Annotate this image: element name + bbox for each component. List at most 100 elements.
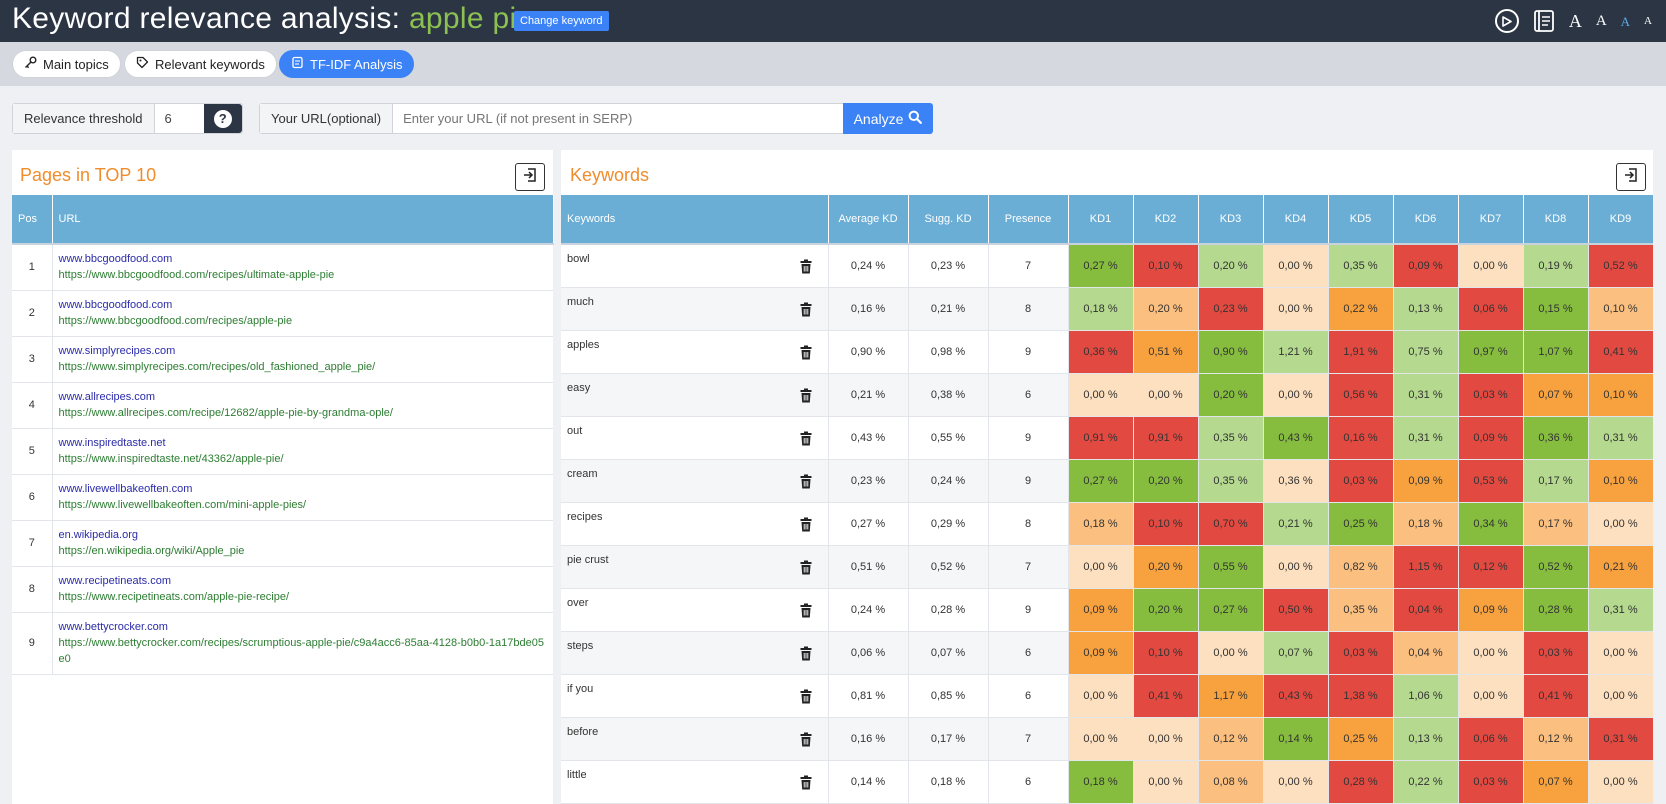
url-link[interactable]: https://www.bbcgoodfood.com/recipes/ulti… xyxy=(58,269,335,282)
url-label: Your URL(optional) xyxy=(260,104,394,133)
table-row: little 0,14 % 0,18 % 6 0,18 % 0,00 % 0,08 % 0,0… xyxy=(561,760,1653,804)
trash-icon[interactable] xyxy=(800,345,812,360)
trash-icon[interactable] xyxy=(800,259,812,274)
pages-table: Pos URL 1 www.bbcgoodfood.com https://www.… xyxy=(12,195,554,675)
keyword-cell: cream xyxy=(561,459,829,503)
table-row: if you 0,81 % 0,85 % 6 0,00 % 0,41 % 1,17 % 0,4… xyxy=(561,674,1653,718)
kd6-cell: 0,04 % xyxy=(1393,588,1459,632)
relevance-threshold-input[interactable] xyxy=(154,104,204,133)
export-keywords-button[interactable] xyxy=(1616,163,1646,191)
url-link[interactable]: https://www.allrecipes.com/recipe/12682/… xyxy=(58,407,393,419)
help-button[interactable]: ? xyxy=(203,104,242,133)
kd3-cell: 0,23 % xyxy=(1198,287,1264,331)
pages-panel-title: Pages in TOP 10 xyxy=(20,165,157,185)
domain-link[interactable]: www.bbcgoodfood.com xyxy=(58,299,173,311)
kd8-cell: 0,12 % xyxy=(1523,717,1589,761)
kd1-cell: 0,36 % xyxy=(1068,330,1134,374)
trash-icon[interactable] xyxy=(800,646,812,661)
change-keyword-button[interactable]: Change keyword xyxy=(514,11,609,31)
keyword-text: recipes xyxy=(567,510,603,523)
domain-link[interactable]: www.simplyrecipes.com xyxy=(58,345,176,357)
domain-link[interactable]: www.inspiredtaste.net xyxy=(58,437,166,449)
column-header-kd8[interactable]: KD8 xyxy=(1523,195,1589,245)
kd2-cell: 0,41 % xyxy=(1133,674,1199,718)
column-header-kd7[interactable]: KD7 xyxy=(1458,195,1524,245)
trash-icon[interactable] xyxy=(800,732,812,747)
url-link[interactable]: https://en.wikipedia.org/wiki/Apple_pie xyxy=(58,545,245,557)
domain-link[interactable]: www.livewellbakeoften.com xyxy=(58,483,193,495)
url-link[interactable]: https://www.livewellbakeoften.com/mini-a… xyxy=(58,499,307,511)
trash-icon[interactable] xyxy=(800,560,812,575)
kd2-cell: 0,20 % xyxy=(1133,459,1199,503)
column-header-presence[interactable]: Presence xyxy=(988,195,1069,245)
trash-icon[interactable] xyxy=(800,388,812,403)
sugg-kd-cell: 0,07 % xyxy=(908,631,989,675)
sugg-kd-cell: 0,98 % xyxy=(908,330,989,374)
kd7-cell: 0,34 % xyxy=(1458,502,1524,546)
tab-relevant-keywords[interactable]: Relevant keywords xyxy=(124,50,277,78)
domain-link[interactable]: www.bbcgoodfood.com xyxy=(58,253,173,266)
domain-link[interactable]: en.wikipedia.org xyxy=(58,529,139,541)
kd7-cell: 0,12 % xyxy=(1458,545,1524,589)
font-size-xlarge-button[interactable]: A xyxy=(1568,11,1582,31)
kd6-cell: 0,09 % xyxy=(1393,244,1459,288)
table-row: 4 www.allrecipes.com https://www.allrecipe… xyxy=(12,382,553,429)
domain-link[interactable]: www.allrecipes.com xyxy=(58,391,156,403)
url-input[interactable] xyxy=(393,104,843,133)
trash-icon[interactable] xyxy=(800,603,812,618)
kd3-cell: 0,35 % xyxy=(1198,416,1264,460)
url-link[interactable]: https://www.simplyrecipes.com/recipes/ol… xyxy=(58,361,376,373)
tab-main-topics[interactable]: Main topics xyxy=(12,50,121,78)
column-header-average-kd[interactable]: Average KD xyxy=(828,195,909,245)
kd5-cell: 1,38 % xyxy=(1328,674,1394,718)
book-icon[interactable] xyxy=(1533,9,1555,33)
column-header-kd6[interactable]: KD6 xyxy=(1393,195,1459,245)
domain-link[interactable]: www.bettycrocker.com xyxy=(58,621,168,633)
trash-icon[interactable] xyxy=(800,689,812,704)
column-header-kd4[interactable]: KD4 xyxy=(1263,195,1329,245)
kd9-cell: 0,31 % xyxy=(1588,416,1653,460)
trash-icon[interactable] xyxy=(800,517,812,532)
sugg-kd-cell: 0,85 % xyxy=(908,674,989,718)
trash-icon[interactable] xyxy=(800,474,812,489)
kd8-cell: 0,07 % xyxy=(1523,760,1589,804)
font-size-medium-button[interactable]: A xyxy=(1620,13,1631,29)
column-header-kd2[interactable]: KD2 xyxy=(1133,195,1199,245)
url-link[interactable]: https://www.bbcgoodfood.com/recipes/appl… xyxy=(58,315,293,327)
font-size-small-button[interactable]: A xyxy=(1644,14,1652,27)
sugg-kd-cell: 0,38 % xyxy=(908,373,989,417)
table-row: pie crust 0,51 % 0,52 % 7 0,00 % 0,20 % 0,55 %… xyxy=(561,545,1653,589)
average-kd-cell: 0,43 % xyxy=(828,416,909,460)
domain-link[interactable]: www.recipetineats.com xyxy=(58,575,172,587)
column-header-sugg-kd[interactable]: Sugg. KD xyxy=(908,195,989,245)
sugg-kd-cell: 0,23 % xyxy=(908,244,989,288)
presence-cell: 6 xyxy=(988,674,1069,718)
row-pos: 9 xyxy=(12,612,53,675)
url-link[interactable]: https://www.bettycrocker.com/recipes/scr… xyxy=(58,637,545,665)
font-size-large-button[interactable]: A xyxy=(1595,12,1607,29)
trash-icon[interactable] xyxy=(800,431,812,446)
kd9-cell: 0,10 % xyxy=(1588,373,1653,417)
column-header-kd5[interactable]: KD5 xyxy=(1328,195,1394,245)
column-header-kd9[interactable]: KD9 xyxy=(1588,195,1653,245)
page-title: Keyword relevance analysis: apple pie xyxy=(12,2,533,36)
column-header-kd3[interactable]: KD3 xyxy=(1198,195,1264,245)
kd1-cell: 0,18 % xyxy=(1068,502,1134,546)
trash-icon[interactable] xyxy=(800,775,812,790)
table-row: easy 0,21 % 0,38 % 6 0,00 % 0,00 % 0,20 % 0,00 … xyxy=(561,373,1653,417)
tab-tf-idf-analysis[interactable]: TF-IDF Analysis xyxy=(279,50,415,78)
kd2-cell: 0,91 % xyxy=(1133,416,1199,460)
column-header-kd1[interactable]: KD1 xyxy=(1068,195,1134,245)
column-header-keywords[interactable]: Keywords xyxy=(561,195,829,245)
kd4-cell: 0,00 % xyxy=(1263,545,1329,589)
table-row: 5 www.inspiredtaste.net https://www.inspir… xyxy=(12,428,553,475)
kd2-cell: 0,51 % xyxy=(1133,330,1199,374)
key-icon xyxy=(24,56,37,72)
play-icon[interactable] xyxy=(1494,9,1519,33)
trash-icon[interactable] xyxy=(800,302,812,317)
url-link[interactable]: https://www.inspiredtaste.net/43362/appl… xyxy=(58,453,284,465)
analyze-button[interactable]: Analyze xyxy=(843,103,933,134)
url-link[interactable]: https://www.recipetineats.com/apple-pie-… xyxy=(58,591,290,603)
export-pages-button[interactable] xyxy=(515,163,545,191)
table-row: over 0,24 % 0,28 % 9 0,09 % 0,20 % 0,27 % 0,50 … xyxy=(561,588,1653,632)
